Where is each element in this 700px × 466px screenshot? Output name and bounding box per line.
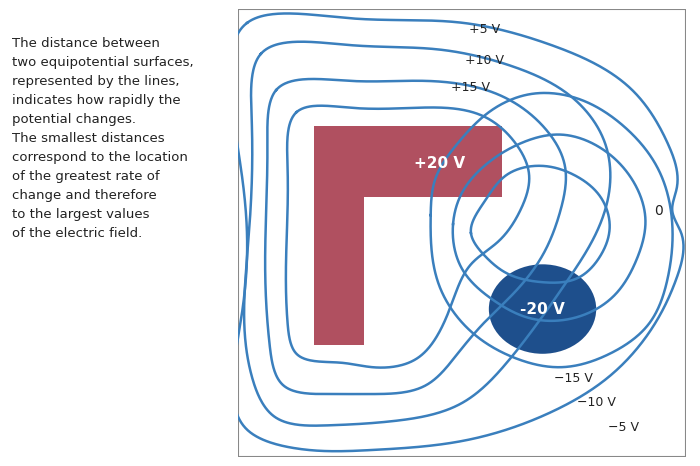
Bar [314, 126, 503, 197]
Text: 0: 0 [654, 204, 663, 218]
Ellipse shape [489, 264, 596, 354]
Text: +10 V: +10 V [465, 54, 504, 67]
Text: +20 V: +20 V [414, 156, 466, 171]
Text: -20 V: -20 V [520, 302, 565, 316]
Bar [314, 126, 363, 345]
Text: −15 V: −15 V [554, 372, 594, 385]
Text: −5 V: −5 V [608, 421, 638, 434]
Text: +5 V: +5 V [469, 23, 500, 36]
Text: −10 V: −10 V [577, 397, 615, 410]
Text: The distance between
two equipotential surfaces,
represented by the lines,
indic: The distance between two equipotential s… [11, 37, 193, 240]
Text: +15 V: +15 V [452, 81, 491, 94]
